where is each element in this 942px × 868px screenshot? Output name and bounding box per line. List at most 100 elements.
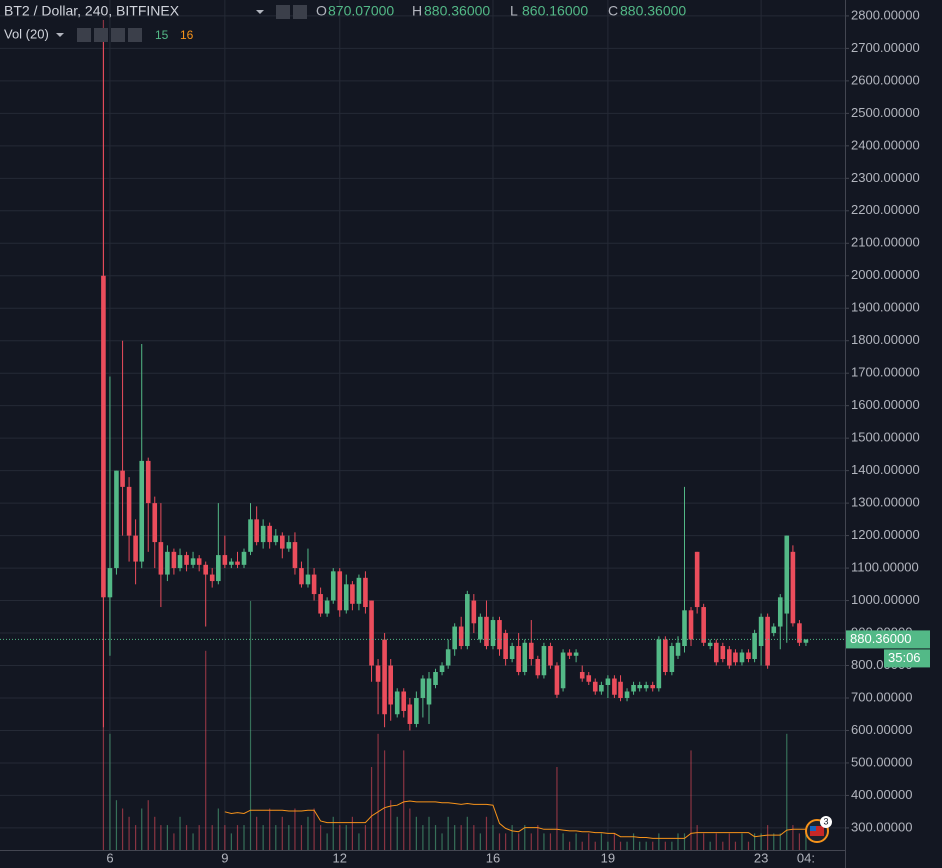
volume-bar [339, 825, 341, 850]
candle-body [605, 678, 611, 686]
ohlc-label: C [608, 3, 618, 19]
candle-body [120, 470, 125, 487]
icon-button[interactable] [94, 28, 108, 42]
candle-body [675, 642, 681, 656]
icon-button[interactable] [128, 28, 142, 42]
candle-body [445, 649, 451, 666]
candle-body [273, 535, 279, 543]
candle-body [471, 600, 477, 624]
volume-value: 15 [155, 28, 169, 42]
volume-bar [760, 833, 762, 850]
volume-bar [447, 816, 449, 850]
volume-bar [460, 825, 462, 850]
volume-bar [485, 816, 488, 850]
candle-body [203, 564, 208, 575]
volume-bar [383, 750, 386, 850]
volume-bar [741, 833, 743, 850]
candle-body [229, 561, 234, 565]
candle-body [241, 551, 247, 565]
candle-body [356, 577, 362, 604]
candle-body [171, 551, 177, 569]
candle-body [739, 652, 745, 663]
volume-bar [109, 733, 111, 850]
volume-bar [205, 650, 207, 850]
volume-bar [326, 833, 328, 850]
icon-button[interactable] [276, 5, 290, 19]
x-tick-label: 9 [221, 850, 228, 865]
icon-button[interactable] [77, 28, 91, 42]
volume-bar [243, 825, 245, 850]
candle-body [407, 704, 413, 724]
candle-body [669, 646, 675, 673]
volume-bar [428, 816, 430, 850]
dropdown-arrow[interactable] [56, 33, 64, 37]
events-badge-flag [810, 826, 816, 831]
candle-body [414, 697, 419, 724]
candle-body [145, 460, 151, 504]
candle-body [516, 646, 521, 673]
volume-bar [511, 825, 513, 850]
volume-bar [479, 833, 481, 850]
volume-bar [403, 750, 405, 850]
candle-body [254, 519, 259, 543]
volume-bar [722, 841, 724, 850]
volume-ma-line [224, 800, 806, 839]
x-tick-label: 23 [754, 850, 768, 865]
candle-body [797, 623, 802, 643]
candle-body [727, 649, 732, 666]
volume-bar [332, 816, 334, 850]
y-tick-label: 1900.00000 [851, 300, 920, 315]
candle-body [165, 551, 170, 575]
icon-button[interactable] [293, 5, 307, 19]
volume-bar [779, 833, 781, 850]
ohlc-value: 880.36000 [620, 3, 686, 19]
candle-body [637, 685, 642, 689]
candle-body [394, 691, 400, 715]
y-tick-label: 1500.00000 [851, 430, 920, 445]
volume-bar [805, 833, 807, 850]
volume-bar [645, 841, 647, 850]
candle-body [599, 685, 604, 692]
candle-body [375, 665, 381, 682]
volume-bar [415, 816, 417, 850]
candle-body [299, 568, 304, 585]
y-tick-label: 2100.00000 [851, 235, 920, 250]
volume-bar [773, 833, 775, 850]
candle-body [152, 503, 158, 543]
volume-bar [185, 825, 188, 850]
volume-bar [192, 833, 194, 850]
icon-button[interactable] [111, 28, 125, 42]
candle-body [426, 678, 432, 705]
volume-bar [492, 825, 494, 850]
candle-body [484, 616, 489, 647]
candle-body [190, 558, 196, 565]
price-tag-label: 880.36000 [850, 631, 911, 646]
candle-body [458, 626, 464, 647]
candle-body [343, 584, 349, 611]
candle-body [382, 639, 387, 715]
y-tick-label: 500.00000 [851, 754, 912, 769]
dropdown-arrow[interactable] [256, 10, 264, 14]
volume-bar [619, 841, 622, 850]
volume-bar [256, 816, 258, 850]
candle-body [758, 616, 764, 647]
candle-body [305, 574, 311, 585]
candle-body [682, 610, 687, 647]
volume-bar [320, 825, 322, 850]
candle-body [650, 685, 656, 689]
candle-body [688, 610, 694, 640]
candle-body [803, 639, 809, 643]
candle-body [478, 616, 483, 640]
candle-body [790, 551, 796, 624]
y-tick-label: 1400.00000 [851, 462, 920, 477]
volume-bar [466, 816, 468, 850]
volume-bar [409, 808, 411, 850]
x-tick-label: 6 [106, 850, 113, 865]
volume-bar [473, 825, 475, 850]
volume-bar [767, 825, 769, 850]
candle-body [465, 594, 470, 647]
overlay: BT2 / Dollar, 240, BITFINEX Vol (20) 15 … [4, 3, 832, 843]
candle-body [318, 594, 323, 614]
candle-body [490, 620, 496, 647]
